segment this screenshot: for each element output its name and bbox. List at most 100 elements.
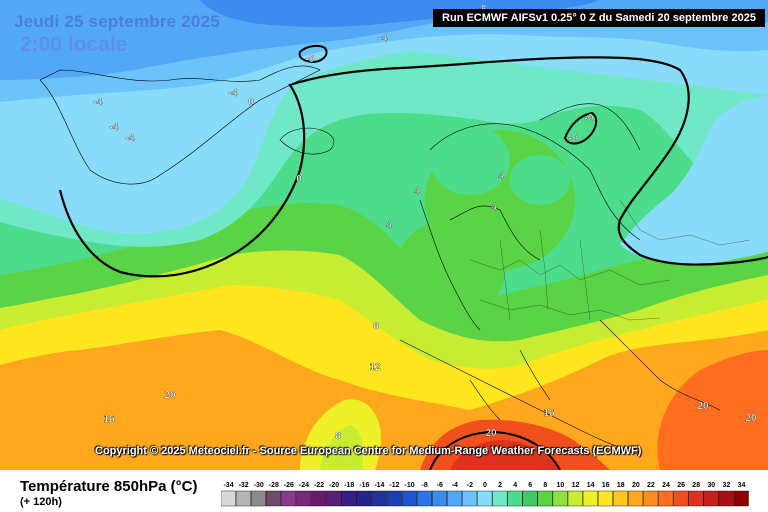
isotherm-label: 20	[164, 390, 176, 401]
isotherm-label: -4	[94, 97, 103, 108]
isotherm-label: -4	[126, 133, 135, 144]
isotherm-label: -4	[110, 122, 119, 133]
legend-tick-label: -20	[329, 482, 339, 489]
legend-swatch	[401, 490, 417, 507]
isotherm-label: -0	[585, 113, 594, 124]
isotherm-label: 20	[697, 401, 709, 412]
isotherm-label: 4	[386, 220, 392, 231]
band-red-core	[450, 440, 560, 470]
legend-swatch	[733, 490, 749, 507]
legend-tick-label: -16	[359, 482, 369, 489]
legend-swatch	[628, 490, 644, 507]
legend-swatch	[567, 490, 583, 507]
isotherm-label: 4	[491, 202, 497, 213]
legend-tick-label: -34	[223, 482, 233, 489]
legend-tick-label: 8	[543, 482, 547, 489]
isotherm-label: 4	[414, 186, 420, 197]
legend-swatch	[613, 490, 629, 507]
isotherm-label: 16	[103, 414, 115, 425]
legend-swatch	[552, 490, 568, 507]
legend-tick-label: 6	[528, 482, 532, 489]
legend-tick-label: -22	[314, 482, 324, 489]
legend-tick-label: 34	[738, 482, 746, 489]
legend-tick-label: -18	[344, 482, 354, 489]
legend-tick-label: 14	[587, 482, 595, 489]
zero-isotherm-scandinavia	[563, 111, 598, 145]
legend-tick-label: -14	[374, 482, 384, 489]
legend-tick-label: -28	[269, 482, 279, 489]
patch-scandinavia-green	[430, 125, 510, 195]
forecast-date: Jeudi 25 septembre 2025	[14, 12, 220, 31]
legend-swatch	[477, 490, 493, 507]
legend-tick-label: 2	[498, 482, 502, 489]
legend-tick-label: 22	[647, 482, 655, 489]
isotherm-label: -0	[306, 54, 315, 65]
isotherm-label: 8	[335, 431, 341, 442]
isotherm-label: 0	[248, 97, 254, 108]
legend-swatch	[597, 490, 613, 507]
isotherm-label: -4	[379, 33, 388, 44]
legend-swatch	[507, 490, 523, 507]
isotherm-label: 24	[477, 446, 489, 457]
country-borders	[469, 199, 751, 321]
legend-swatch	[462, 490, 478, 507]
legend-swatch	[658, 490, 674, 507]
temperature-map: -8-4-0-40-4-4-4-0-0044448122016168122420…	[0, 0, 768, 470]
legend-tick-label: -12	[389, 482, 399, 489]
legend-tick-label: -2	[467, 482, 473, 489]
isotherm-label: 0	[296, 174, 302, 185]
forecast-time: 2:00 locale	[20, 33, 128, 56]
legend-tick-label: 0	[483, 482, 487, 489]
isotherm-label: 12	[299, 445, 311, 456]
legend-tick-label: 10	[557, 482, 565, 489]
isotherm-label: 20	[745, 413, 757, 424]
isotherm-label: 20	[485, 428, 497, 439]
legend-swatch	[281, 490, 297, 507]
legend-swatch	[522, 490, 538, 507]
legend-swatch	[296, 490, 312, 507]
legend-swatch	[416, 490, 432, 507]
legend-tick-label: -26	[284, 482, 294, 489]
legend-swatch	[356, 490, 372, 507]
zero-isotherm-north	[298, 44, 328, 64]
legend-swatch	[311, 490, 327, 507]
legend-swatch	[266, 490, 282, 507]
legend-swatch	[582, 490, 598, 507]
legend-tick-label: 28	[692, 482, 700, 489]
legend-tick-label: -32	[239, 482, 249, 489]
legend-swatch	[703, 490, 719, 507]
isotherm-24	[429, 430, 561, 470]
band-light-blue	[0, 0, 768, 265]
band-red-east	[657, 350, 768, 470]
copyright-notice: Copyright © 2025 Meteociel.fr - Source E…	[95, 445, 642, 457]
isotherm-label: 16	[543, 408, 555, 419]
isotherm-label: 8	[373, 321, 379, 332]
isotherm-label: 4	[498, 171, 504, 182]
legend-tick-label: 24	[662, 482, 670, 489]
patch-europe-green-2	[395, 220, 505, 320]
patch-scandinavia-green-2	[510, 155, 570, 205]
band-mid-blue	[0, 0, 768, 80]
legend-tick-label: -10	[405, 482, 415, 489]
legend-swatch	[673, 490, 689, 507]
legend-swatch	[341, 490, 357, 507]
legend-tick-label: 20	[632, 482, 640, 489]
isotherm-labels: -8-4-0-40-4-4-4-0-0044448122016168122420…	[93, 4, 757, 457]
legend-tick-label: -6	[437, 482, 443, 489]
legend-swatch	[371, 490, 387, 507]
legend-tick-label: 16	[602, 482, 610, 489]
isotherm-label: 12	[369, 362, 381, 373]
zero-isotherm	[58, 56, 768, 278]
legend-tick-label: 26	[677, 482, 685, 489]
isotherm-label: -0	[569, 133, 578, 144]
legend-tick-label: 4	[513, 482, 517, 489]
band-dark-blue	[200, 0, 600, 27]
legend-tick-label: 32	[722, 482, 730, 489]
legend-swatch	[537, 490, 553, 507]
legend-swatch	[235, 490, 251, 507]
legend-swatch	[250, 490, 266, 507]
legend-swatch	[431, 490, 447, 507]
legend-swatch	[386, 490, 402, 507]
legend-tick-label: -8	[422, 482, 428, 489]
